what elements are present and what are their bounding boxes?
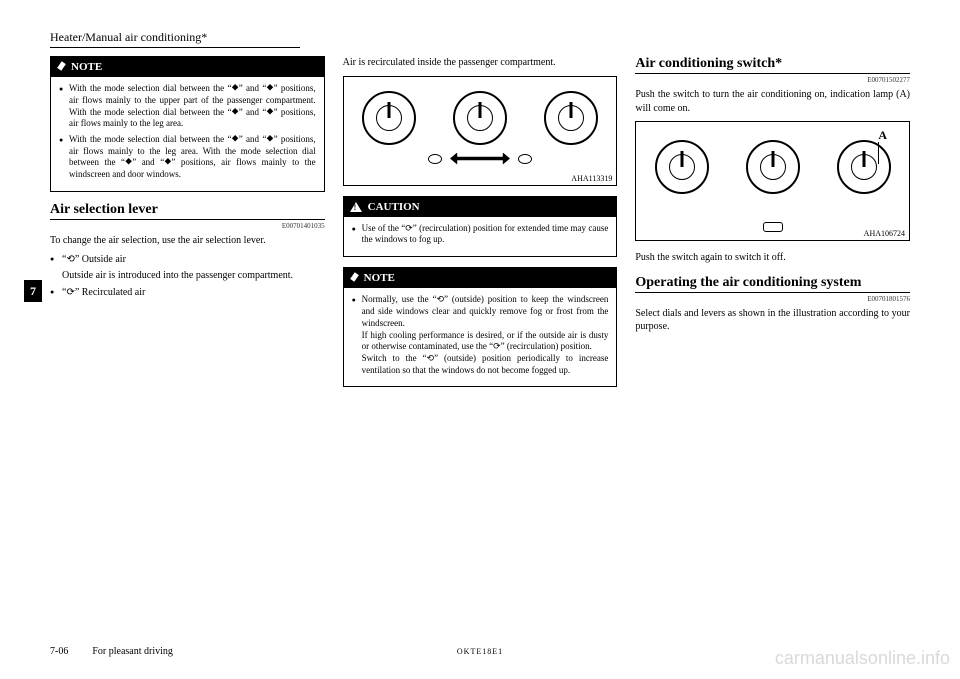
note-item: Normally, use the “⟲” (outside) position… (352, 294, 609, 376)
page-number: 7-06 (50, 646, 68, 657)
note-body: Normally, use the “⟲” (outside) position… (344, 288, 617, 386)
doc-code: OKTE18E1 (457, 647, 503, 656)
caution-body: Use of the “⟳” (recirculation) position … (344, 217, 617, 256)
note-title-text: NOTE (71, 60, 102, 74)
list-item: “⟲” Outside air Outside air is introduce… (50, 253, 325, 282)
recirculate-icon (428, 154, 442, 164)
figure-air-selection: AHA113319 (343, 76, 618, 186)
body-text: Select dials and levers as shown in the … (635, 307, 910, 334)
page: Heater/Manual air conditioning* NOTE Wit… (0, 0, 960, 417)
page-header: Heater/Manual air conditioning* (50, 30, 300, 48)
note-item: With the mode selection dial between the… (59, 83, 316, 130)
figure-code: AHA113319 (571, 174, 612, 183)
bullet-head: “⟲” Outside air (62, 254, 126, 265)
warning-icon (350, 202, 362, 212)
body-text: Push the switch to turn the air conditio… (635, 88, 910, 115)
note-title: NOTE (51, 57, 324, 77)
label-a: A (878, 128, 887, 143)
columns: NOTE With the mode selection dial betwee… (50, 56, 910, 397)
bullet-sub: Outside air is introduced into the passe… (62, 269, 325, 283)
section-code: E00701801576 (635, 295, 910, 303)
section-code: E00701401035 (50, 222, 325, 230)
bullet-list: “⟲” Outside air Outside air is introduce… (50, 253, 325, 300)
section-title-ac-switch: Air conditioning switch* (635, 56, 910, 74)
note-body: With the mode selection dial between the… (51, 77, 324, 191)
outside-air-icon (518, 154, 532, 164)
chapter-title: For pleasant driving (92, 646, 173, 657)
note-title: NOTE (344, 268, 617, 288)
dial-icon (544, 91, 598, 145)
column-2: Air is recirculated inside the passenger… (343, 56, 618, 397)
note-item: With the mode selection dial between the… (59, 134, 316, 181)
caution-title: CAUTION (344, 197, 617, 217)
watermark: carmanualsonline.info (775, 648, 950, 669)
double-arrow-icon (450, 153, 510, 165)
note-title-text: NOTE (364, 271, 395, 285)
caution-item: Use of the “⟳” (recirculation) position … (352, 223, 609, 246)
ac-button-icon (763, 222, 783, 232)
dial-icon (362, 91, 416, 145)
figure-ac-switch: A AHA106724 (635, 121, 910, 241)
pencil-icon (350, 273, 360, 283)
caution-title-text: CAUTION (368, 200, 420, 214)
note-box-2: NOTE Normally, use the “⟲” (outside) pos… (343, 267, 618, 387)
body-text: Push the switch again to switch it off. (635, 251, 910, 265)
pencil-icon (57, 62, 67, 72)
list-item: “⟳” Recirculated air (50, 286, 325, 300)
dial-icon (655, 140, 709, 194)
section-title-air-selection: Air selection lever (50, 202, 325, 220)
section-code: E00701502277 (635, 76, 910, 84)
dial-icon (453, 91, 507, 145)
dial-icon (746, 140, 800, 194)
body-text: Air is recirculated inside the passenger… (343, 56, 618, 70)
figure-code: AHA106724 (864, 229, 905, 238)
section-title-operating: Operating the air conditioning system (635, 275, 910, 293)
body-text: To change the air selection, use the air… (50, 234, 325, 248)
column-3: Air conditioning switch* E00701502277 Pu… (635, 56, 910, 397)
caution-box: CAUTION Use of the “⟳” (recirculation) p… (343, 196, 618, 258)
note-box-1: NOTE With the mode selection dial betwee… (50, 56, 325, 192)
bullet-head: “⟳” Recirculated air (62, 287, 145, 298)
dial-icon (837, 140, 891, 194)
column-1: NOTE With the mode selection dial betwee… (50, 56, 325, 397)
